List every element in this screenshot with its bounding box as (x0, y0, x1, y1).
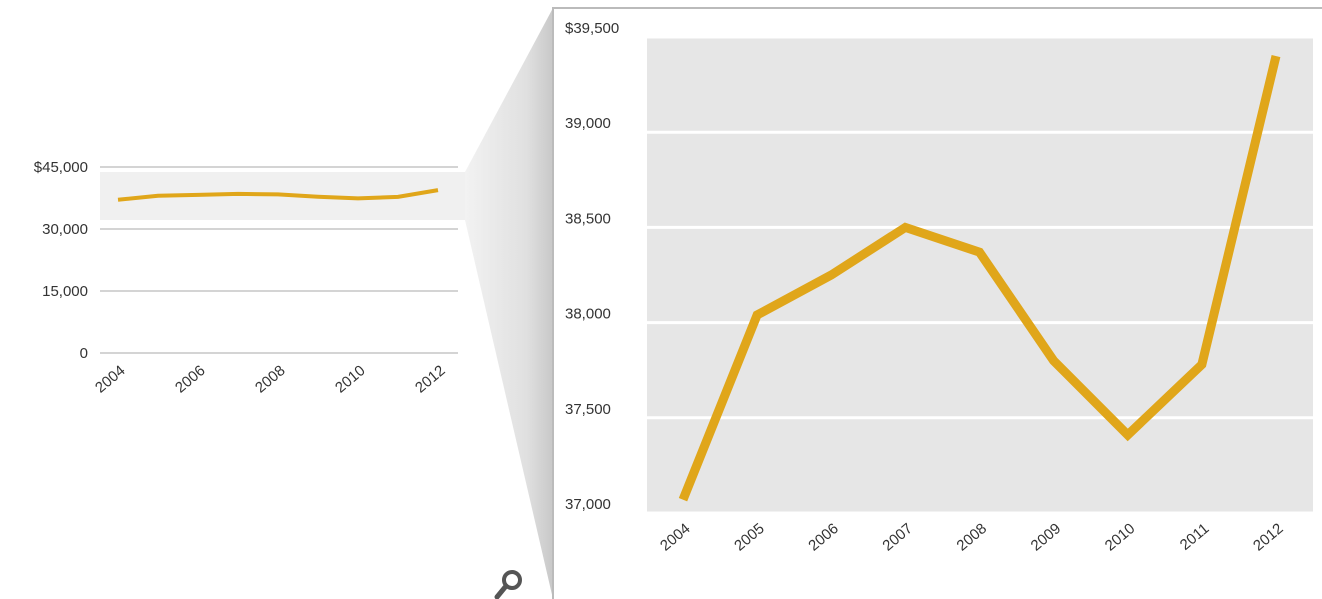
x-tick-label: 2004 (92, 362, 128, 396)
y-tick-label: 37,500 (565, 401, 611, 418)
x-tick-label: 2009 (1028, 520, 1064, 554)
y-tick-label: 15,000 (42, 283, 88, 300)
y-tick-label: $45,000 (34, 159, 88, 176)
x-tick-label: 2012 (1250, 520, 1286, 554)
data-line (117, 188, 439, 202)
y-tick-label: 37,000 (565, 496, 611, 513)
y-tick-label: 30,000 (42, 221, 88, 238)
x-tick-label: 2010 (332, 362, 368, 396)
x-tick-label: 2007 (879, 520, 915, 554)
x-tick-label: 2011 (1177, 520, 1213, 554)
y-tick-label: 0 (80, 345, 88, 362)
x-tick-label: 2008 (954, 520, 990, 554)
y-tick-label: $39,500 (565, 20, 619, 37)
plot-background (647, 37, 1313, 513)
zoom-funnel (465, 8, 553, 599)
x-tick-label: 2008 (252, 362, 288, 396)
x-tick-label: 2010 (1102, 520, 1138, 554)
x-tick-label: 2005 (731, 520, 767, 554)
magnifier-icon (494, 570, 522, 599)
y-tick-label: 39,000 (565, 115, 611, 132)
panel-border (552, 7, 1322, 599)
x-tick-label: 2006 (172, 362, 208, 396)
y-tick-label: 38,500 (565, 210, 611, 227)
x-tick-label: 2004 (657, 520, 693, 554)
y-tick-label: 38,000 (565, 306, 611, 323)
x-tick-label: 2006 (805, 520, 841, 554)
x-tick-label: 2012 (412, 362, 448, 396)
data-line (678, 54, 1281, 502)
